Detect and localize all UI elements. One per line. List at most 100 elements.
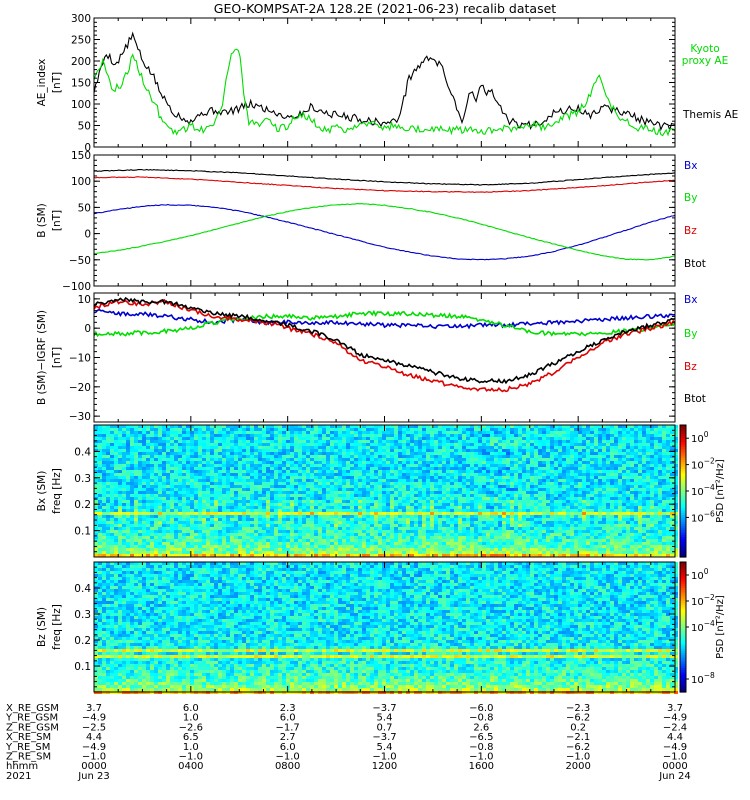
spectrogram-cell — [122, 473, 126, 476]
spectrogram-cell — [278, 515, 282, 518]
spectrogram-cell — [354, 554, 358, 557]
spectrogram-cell — [370, 494, 374, 497]
spectrogram-cell — [134, 515, 138, 518]
spectrogram-cell — [98, 464, 102, 467]
spectrogram-cell — [362, 464, 366, 467]
spectrogram-cell — [378, 500, 382, 503]
spectrogram-cell — [210, 440, 214, 443]
spectrogram-cell — [194, 521, 198, 524]
spectrogram-cell — [102, 545, 106, 548]
spectrogram-cell — [158, 503, 162, 506]
spectrogram-cell — [274, 485, 278, 488]
spectrogram-cell — [258, 530, 262, 533]
spectrogram-cell — [406, 476, 410, 479]
spectrogram-cell — [394, 521, 398, 524]
spectrogram-cell — [194, 488, 198, 491]
spectrogram-cell — [422, 482, 426, 485]
spectrogram-cell — [118, 467, 122, 470]
spectrogram-cell — [206, 476, 210, 479]
spectrogram-cell — [250, 488, 254, 491]
spectrogram-cell — [450, 461, 454, 464]
spectrogram-cell — [370, 512, 374, 515]
spectrogram-cell — [246, 476, 250, 479]
spectrogram-cell — [270, 431, 274, 434]
spectrogram-cell — [214, 542, 218, 545]
spectrogram-cell — [462, 464, 466, 467]
spectrogram-cell — [342, 521, 346, 524]
spectrogram-cell — [134, 437, 138, 440]
spectrogram-cell — [402, 536, 406, 539]
spectrogram-cell — [142, 473, 146, 476]
spectrogram-cell — [414, 482, 418, 485]
spectrogram-cell — [358, 431, 362, 434]
spectrogram-cell — [358, 551, 362, 554]
spectrogram-cell — [390, 542, 394, 545]
spectrogram-cell — [270, 479, 274, 482]
spectrogram-cell — [98, 536, 102, 539]
spectrogram-cell — [326, 518, 330, 521]
spectrogram-cell — [290, 554, 294, 557]
spectrogram-cell — [490, 428, 494, 431]
spectrogram-cell — [458, 536, 462, 539]
spectrogram-cell — [322, 527, 326, 530]
spectrogram-cell — [106, 452, 110, 455]
spectrogram-cell — [234, 530, 238, 533]
spectrogram-cell — [358, 446, 362, 449]
spectrogram-cell — [234, 518, 238, 521]
spectrogram-cell — [378, 545, 382, 548]
spectrogram-cell — [342, 482, 346, 485]
spectrogram-cell — [474, 500, 478, 503]
spectrogram-cell — [102, 440, 106, 443]
spectrogram-cell — [334, 494, 338, 497]
spectrogram-cell — [390, 512, 394, 515]
spectrogram-cell — [102, 518, 106, 521]
spectrogram-cell — [334, 530, 338, 533]
spectrogram-cell — [458, 515, 462, 518]
spectrogram-cell — [386, 470, 390, 473]
spectrogram-cell — [330, 524, 334, 527]
spectrogram-cell — [274, 551, 278, 554]
spectrogram-cell — [454, 437, 458, 440]
spectrogram-cell — [418, 551, 422, 554]
spectrogram-cell — [238, 533, 242, 536]
spectrogram-cell — [222, 470, 226, 473]
spectrogram-cell — [186, 425, 190, 428]
spectrogram-cell — [138, 440, 142, 443]
spectrogram-cell — [310, 533, 314, 536]
spectrogram-cell — [326, 425, 330, 428]
spectrogram-cell — [362, 446, 366, 449]
spectrogram-cell — [154, 458, 158, 461]
spectrogram-cell — [234, 437, 238, 440]
spectrogram-cell — [290, 431, 294, 434]
spectrogram-cell — [174, 476, 178, 479]
spectrogram-cell — [298, 545, 302, 548]
spectrogram-cell — [210, 524, 214, 527]
spectrogram-cell — [138, 542, 142, 545]
spectrogram-cell — [102, 533, 106, 536]
spectrogram-cell — [338, 515, 342, 518]
spectrogram-cell — [158, 545, 162, 548]
spectrogram-cell — [454, 443, 458, 446]
spectrogram-cell — [334, 548, 338, 551]
spectrogram-cell — [346, 440, 350, 443]
spectrogram-cell — [206, 548, 210, 551]
spectrogram-cell — [270, 554, 274, 557]
spectrogram-cell — [130, 536, 134, 539]
spectrogram-cell — [274, 446, 278, 449]
spectrogram-cell — [346, 530, 350, 533]
spectrogram-cell — [330, 425, 334, 428]
spectrogram-cell — [482, 536, 486, 539]
spectrogram-cell — [254, 533, 258, 536]
spectrogram-cell — [322, 545, 326, 548]
spectrogram-cell — [454, 452, 458, 455]
spectrogram-cell — [142, 521, 146, 524]
spectrogram-cell — [274, 476, 278, 479]
spectrogram-cell — [330, 476, 334, 479]
spectrogram-cell — [346, 446, 350, 449]
spectrogram-cell — [418, 443, 422, 446]
spectrogram-cell — [490, 446, 494, 449]
spectrogram-cell — [358, 455, 362, 458]
spectrogram-cell — [466, 518, 470, 521]
spectrogram-cell — [194, 554, 198, 557]
spectrogram-cell — [282, 485, 286, 488]
